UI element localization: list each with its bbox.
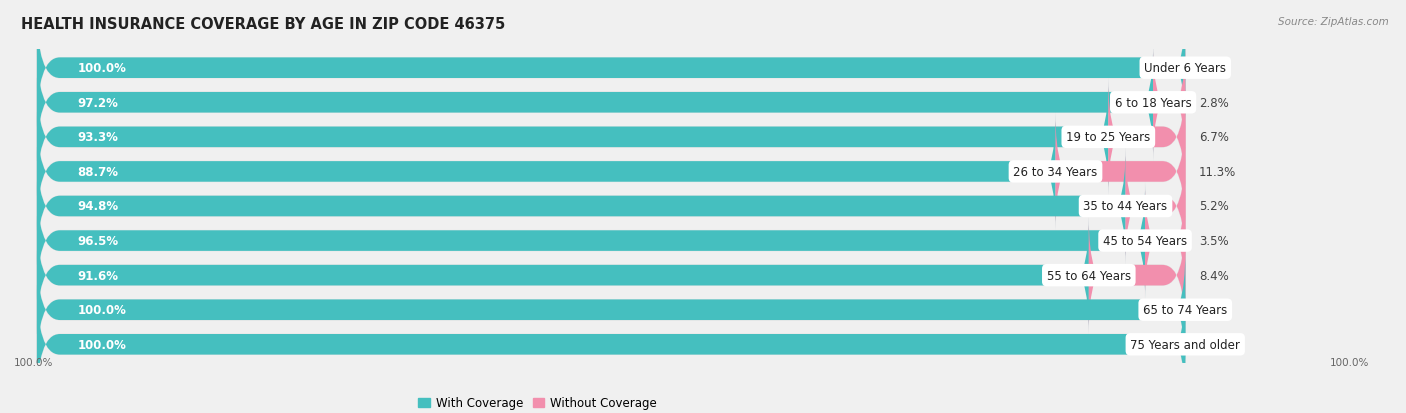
FancyBboxPatch shape (37, 217, 1185, 334)
FancyBboxPatch shape (1125, 148, 1185, 265)
Text: 3.5%: 3.5% (1199, 235, 1229, 247)
FancyBboxPatch shape (37, 286, 1185, 403)
Text: 100.0%: 100.0% (1330, 357, 1369, 368)
Text: 94.8%: 94.8% (77, 200, 118, 213)
Text: 19 to 25 Years: 19 to 25 Years (1066, 131, 1150, 144)
Text: 8.4%: 8.4% (1199, 269, 1229, 282)
Text: 0.0%: 0.0% (1199, 304, 1229, 316)
Text: 100.0%: 100.0% (77, 62, 127, 75)
Text: 11.3%: 11.3% (1199, 166, 1236, 178)
Text: 93.3%: 93.3% (77, 131, 118, 144)
FancyBboxPatch shape (37, 10, 1185, 127)
Text: 55 to 64 Years: 55 to 64 Years (1046, 269, 1130, 282)
Text: 65 to 74 Years: 65 to 74 Years (1143, 304, 1227, 316)
FancyBboxPatch shape (37, 182, 1185, 300)
Text: 96.5%: 96.5% (77, 235, 118, 247)
FancyBboxPatch shape (37, 251, 1185, 369)
Text: 35 to 44 Years: 35 to 44 Years (1084, 200, 1167, 213)
Text: 6 to 18 Years: 6 to 18 Years (1115, 97, 1191, 109)
FancyBboxPatch shape (37, 79, 1108, 196)
Text: 100.0%: 100.0% (14, 357, 53, 368)
Text: 0.0%: 0.0% (1199, 62, 1229, 75)
FancyBboxPatch shape (37, 148, 1126, 265)
FancyBboxPatch shape (37, 251, 1185, 369)
FancyBboxPatch shape (37, 44, 1153, 162)
FancyBboxPatch shape (37, 10, 1185, 127)
Text: 6.7%: 6.7% (1199, 131, 1229, 144)
FancyBboxPatch shape (1144, 182, 1185, 300)
FancyBboxPatch shape (37, 113, 1056, 231)
FancyBboxPatch shape (37, 217, 1088, 334)
Text: 5.2%: 5.2% (1199, 200, 1229, 213)
Legend: With Coverage, Without Coverage: With Coverage, Without Coverage (413, 392, 662, 413)
FancyBboxPatch shape (37, 113, 1185, 231)
Text: 26 to 34 Years: 26 to 34 Years (1014, 166, 1098, 178)
FancyBboxPatch shape (37, 79, 1185, 196)
Text: 100.0%: 100.0% (77, 304, 127, 316)
Text: 88.7%: 88.7% (77, 166, 118, 178)
Text: HEALTH INSURANCE COVERAGE BY AGE IN ZIP CODE 46375: HEALTH INSURANCE COVERAGE BY AGE IN ZIP … (21, 17, 505, 31)
Text: 0.0%: 0.0% (1199, 338, 1229, 351)
FancyBboxPatch shape (1088, 217, 1185, 334)
Text: Under 6 Years: Under 6 Years (1144, 62, 1226, 75)
FancyBboxPatch shape (37, 44, 1185, 162)
Text: 91.6%: 91.6% (77, 269, 118, 282)
FancyBboxPatch shape (1108, 79, 1185, 196)
FancyBboxPatch shape (37, 286, 1185, 403)
Text: 45 to 54 Years: 45 to 54 Years (1104, 235, 1187, 247)
FancyBboxPatch shape (37, 182, 1144, 300)
Text: 75 Years and older: 75 Years and older (1130, 338, 1240, 351)
Text: 100.0%: 100.0% (77, 338, 127, 351)
FancyBboxPatch shape (37, 148, 1185, 265)
Text: 97.2%: 97.2% (77, 97, 118, 109)
Text: 2.8%: 2.8% (1199, 97, 1229, 109)
FancyBboxPatch shape (1056, 113, 1185, 231)
FancyBboxPatch shape (1153, 44, 1185, 162)
Text: Source: ZipAtlas.com: Source: ZipAtlas.com (1278, 17, 1389, 26)
